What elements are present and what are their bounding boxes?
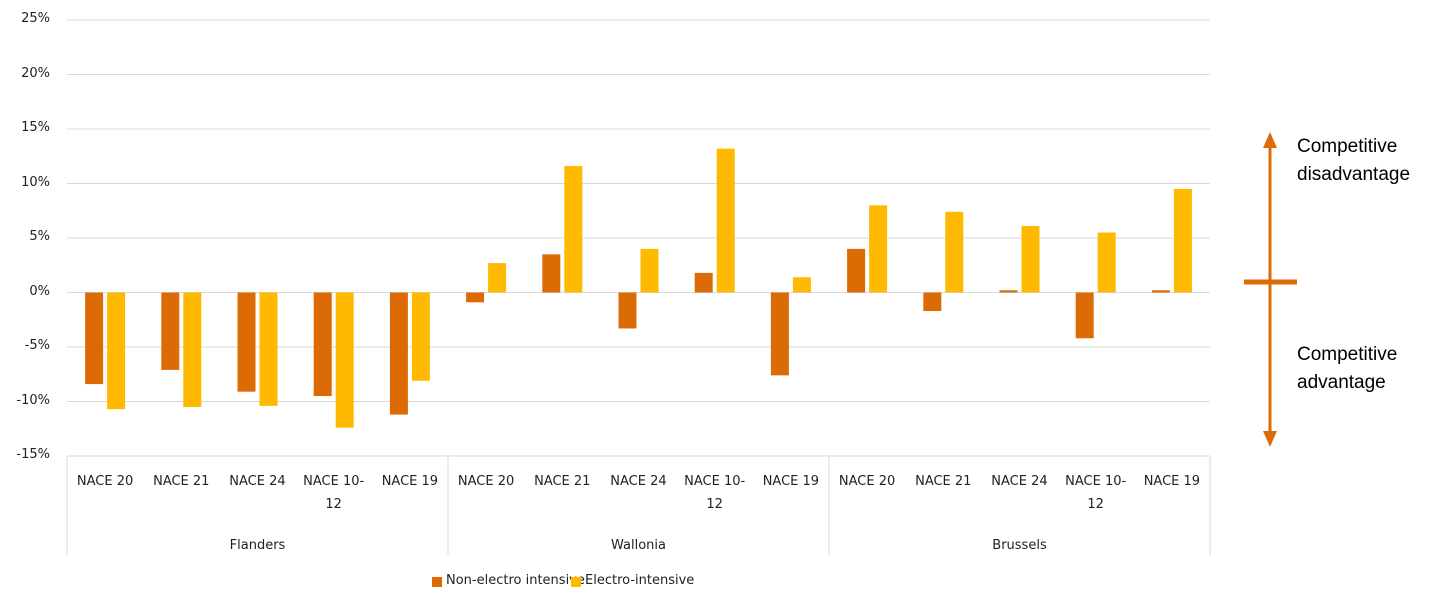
x-tick-label: NACE 19 bbox=[1143, 474, 1201, 489]
bar bbox=[542, 254, 561, 293]
x-tick-label: NACE 10-12 bbox=[1065, 474, 1127, 512]
bar bbox=[466, 292, 485, 303]
y-tick-label: -5% bbox=[24, 338, 50, 353]
bar bbox=[945, 211, 964, 293]
bar bbox=[923, 292, 942, 312]
legend-label: Non-electro intensive bbox=[446, 573, 585, 588]
bar bbox=[618, 292, 637, 329]
bar bbox=[1021, 226, 1040, 293]
bar bbox=[107, 292, 126, 410]
x-tick-label: NACE 20 bbox=[457, 474, 515, 489]
bar bbox=[770, 292, 789, 376]
bar bbox=[313, 292, 332, 397]
x-tick-label: NACE 24 bbox=[610, 474, 667, 489]
bar bbox=[792, 277, 811, 293]
bar bbox=[488, 263, 507, 293]
x-tick-label: NACE 20 bbox=[838, 474, 896, 489]
y-tick-label: 10% bbox=[21, 174, 50, 190]
y-tick-label: -10% bbox=[16, 392, 50, 408]
x-tick-label: NACE 19 bbox=[381, 474, 439, 489]
legend-swatch bbox=[571, 577, 581, 587]
y-tick-label: 20% bbox=[21, 65, 50, 81]
x-tick-label: NACE 10-12 bbox=[684, 474, 746, 512]
bar bbox=[1173, 188, 1192, 293]
bar bbox=[1075, 292, 1094, 339]
bar bbox=[640, 248, 659, 293]
y-tick-label: -15% bbox=[16, 447, 50, 462]
bar bbox=[183, 292, 202, 407]
bar bbox=[716, 148, 735, 293]
bar bbox=[85, 292, 104, 385]
group-label: Flanders bbox=[229, 538, 286, 553]
legend-label: Electro-intensive bbox=[585, 573, 695, 588]
bar bbox=[694, 272, 713, 293]
bar bbox=[564, 166, 583, 293]
bar bbox=[237, 292, 256, 392]
annotation: Competitive disadvantage bbox=[1297, 136, 1411, 185]
bar bbox=[869, 205, 888, 293]
x-tick-label: NACE 21 bbox=[153, 474, 210, 489]
y-tick-label: 0% bbox=[29, 283, 50, 299]
bar bbox=[1151, 290, 1170, 293]
bar bbox=[999, 290, 1018, 293]
bar bbox=[411, 292, 430, 381]
y-tick-label: 15% bbox=[21, 120, 50, 135]
x-tick-label: NACE 19 bbox=[762, 474, 820, 489]
bar bbox=[161, 292, 180, 370]
arrow-head-up bbox=[1263, 132, 1277, 148]
x-tick-label: NACE 24 bbox=[229, 474, 286, 489]
bar bbox=[847, 248, 866, 293]
group-label: Wallonia bbox=[611, 538, 666, 553]
x-tick-label: NACE 20 bbox=[76, 474, 134, 489]
x-tick-label: NACE 21 bbox=[534, 474, 591, 489]
x-tick-label: NACE 24 bbox=[991, 474, 1048, 489]
bar bbox=[335, 292, 354, 428]
bar bbox=[389, 292, 408, 415]
y-tick-label: 25% bbox=[21, 11, 50, 26]
bar bbox=[1097, 232, 1116, 293]
bar bbox=[259, 292, 278, 406]
legend-swatch bbox=[432, 577, 442, 587]
group-label: Brussels bbox=[992, 538, 1047, 553]
x-tick-label: NACE 10-12 bbox=[303, 474, 365, 512]
annotation: Competitive advantage bbox=[1297, 344, 1398, 393]
x-tick-label: NACE 21 bbox=[915, 474, 972, 489]
y-tick-label: 5% bbox=[29, 229, 50, 244]
arrow-head-down bbox=[1263, 431, 1277, 447]
